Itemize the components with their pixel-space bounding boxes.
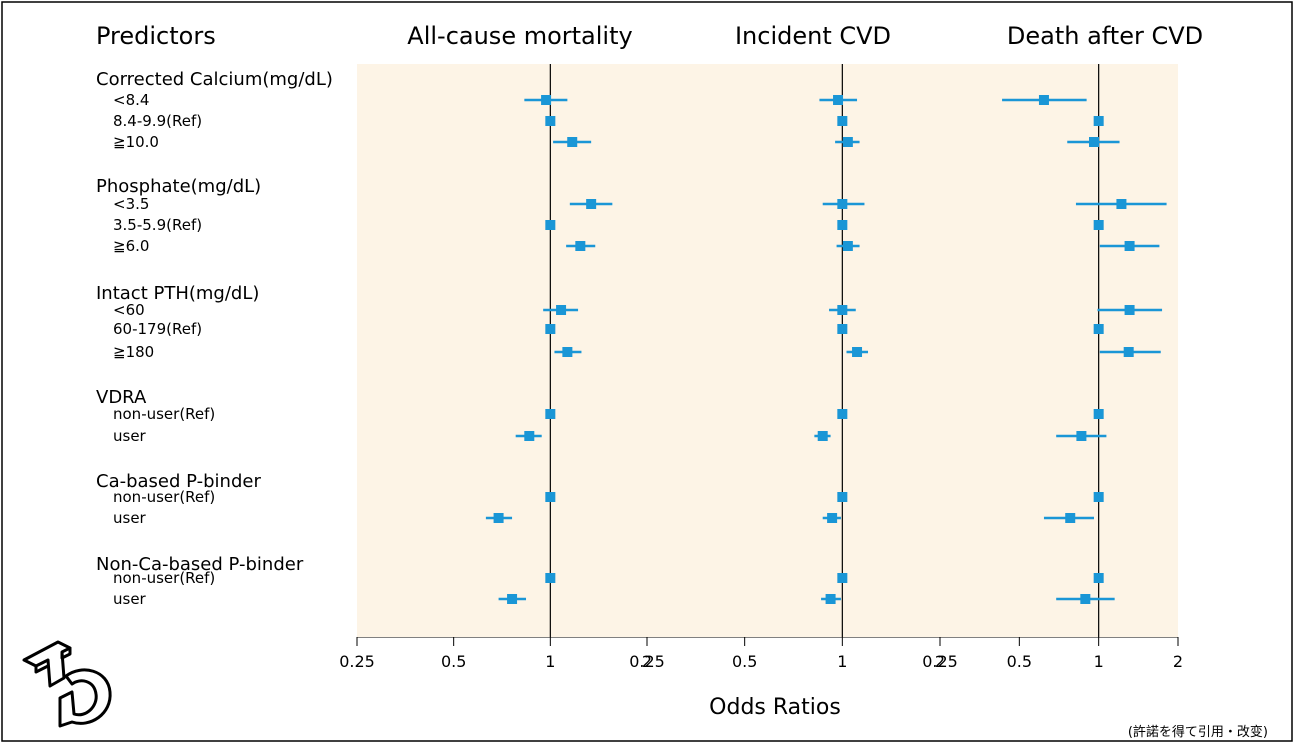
odds-ratio-marker — [837, 199, 848, 209]
x-tick-label: 2 — [642, 652, 652, 671]
row-label: user — [113, 590, 147, 608]
odds-ratio-marker — [545, 492, 556, 502]
odds-ratio-marker — [545, 409, 556, 419]
panel-2: 0.25 0.5 1 2 — [629, 64, 945, 671]
odds-ratio-marker — [837, 573, 848, 583]
odds-ratio-marker — [586, 199, 597, 209]
row-label: <60 — [113, 301, 145, 319]
panel-title-death-after-cvd: Death after CVD — [1007, 22, 1203, 50]
x-tick-label: 0.5 — [732, 652, 757, 671]
row-labels: Corrected Calcium(mg/dL) Phosphate(mg/dL)… — [96, 69, 333, 608]
odds-ratio-marker — [842, 241, 853, 251]
odds-ratio-marker — [1124, 241, 1135, 251]
odds-ratio-marker — [545, 573, 556, 583]
odds-ratio-marker — [827, 513, 838, 523]
odds-ratio-marker — [833, 95, 844, 105]
group-title: Ca-based P-binder — [96, 471, 261, 492]
odds-ratio-marker — [1093, 220, 1104, 230]
panel-background — [940, 64, 1178, 637]
odds-ratio-marker — [1124, 305, 1135, 315]
row-label: 3.5-5.9(Ref) — [113, 216, 202, 234]
x-axis-label: Odds Ratios — [709, 695, 841, 720]
panel-title-incident-cvd: Incident CVD — [735, 22, 891, 50]
odds-ratio-marker — [507, 594, 518, 604]
footnote: (許諾を得て引用・改变) — [1128, 724, 1268, 740]
group-title: Non-Ca-based P-binder — [96, 554, 304, 575]
x-tick-label: 0.25 — [339, 652, 375, 671]
odds-ratio-marker — [1123, 347, 1134, 357]
odds-ratio-marker — [575, 241, 586, 251]
panel-1: 0.25 0.5 1 2 — [339, 64, 652, 671]
odds-ratio-marker — [837, 305, 848, 315]
x-tick-label: 1 — [837, 652, 847, 671]
x-tick-label: 2 — [1173, 652, 1183, 671]
odds-ratio-marker — [837, 116, 848, 126]
odds-ratio-marker — [817, 431, 828, 441]
odds-ratio-marker — [852, 347, 863, 357]
odds-ratio-marker — [567, 137, 578, 147]
x-tick-label: 0.5 — [441, 652, 466, 671]
predictors-header: Predictors — [96, 22, 216, 50]
x-tick-label: 0.25 — [629, 652, 665, 671]
group-title: Intact PTH(mg/dL) — [96, 283, 259, 304]
odds-ratio-marker — [842, 137, 853, 147]
panel-title-all-cause-mortality: All-cause mortality — [407, 22, 632, 50]
row-label: 60-179(Ref) — [113, 320, 202, 338]
row-label: ≧6.0 — [113, 237, 149, 255]
odds-ratio-marker — [837, 220, 848, 230]
x-tick-label: 0.25 — [922, 652, 958, 671]
logo-icon — [22, 640, 112, 728]
odds-ratio-marker — [545, 220, 556, 230]
odds-ratio-marker — [1093, 116, 1104, 126]
odds-ratio-marker — [1093, 324, 1104, 334]
panel-background — [357, 64, 647, 637]
odds-ratio-marker — [837, 409, 848, 419]
panel-background — [647, 64, 940, 637]
row-label: ≧180 — [113, 343, 154, 361]
odds-ratio-marker — [825, 594, 836, 604]
row-label: ≧10.0 — [113, 133, 159, 151]
row-label: non-user(Ref) — [113, 488, 215, 506]
odds-ratio-marker — [1065, 513, 1076, 523]
odds-ratio-marker — [1038, 95, 1049, 105]
group-title: Phosphate(mg/dL) — [96, 176, 261, 197]
odds-ratio-marker — [541, 95, 552, 105]
odds-ratio-marker — [1093, 492, 1104, 502]
odds-ratio-marker — [556, 305, 567, 315]
odds-ratio-marker — [493, 513, 504, 523]
x-tick-label: 1 — [1094, 652, 1104, 671]
row-label: <8.4 — [113, 91, 149, 109]
row-label: 8.4-9.9(Ref) — [113, 112, 202, 130]
x-tick-label: 0.5 — [1007, 652, 1032, 671]
odds-ratio-marker — [1076, 431, 1087, 441]
row-label: non-user(Ref) — [113, 405, 215, 423]
odds-ratio-marker — [1093, 573, 1104, 583]
x-tick-label: 2 — [935, 652, 945, 671]
odds-ratio-marker — [545, 324, 556, 334]
odds-ratio-marker — [562, 347, 573, 357]
panel-3: 0.25 0.5 1 2 — [922, 64, 1183, 671]
odds-ratio-marker — [837, 492, 848, 502]
odds-ratio-marker — [837, 324, 848, 334]
x-tick-label: 1 — [545, 652, 555, 671]
odds-ratio-marker — [1116, 199, 1127, 209]
odds-ratio-marker — [1093, 409, 1104, 419]
row-label: non-user(Ref) — [113, 569, 215, 587]
group-title: VDRA — [96, 387, 147, 408]
panels-layer: 0.25 0.5 1 20.25 0.5 1 20.25 0.5 1 2 — [339, 64, 1183, 671]
row-label: user — [113, 509, 147, 527]
odds-ratio-marker — [1088, 137, 1099, 147]
row-label: user — [113, 427, 147, 445]
odds-ratio-marker — [1080, 594, 1091, 604]
odds-ratio-marker — [524, 431, 535, 441]
group-title: Corrected Calcium(mg/dL) — [96, 69, 333, 90]
row-label: <3.5 — [113, 195, 149, 213]
odds-ratio-marker — [545, 116, 556, 126]
